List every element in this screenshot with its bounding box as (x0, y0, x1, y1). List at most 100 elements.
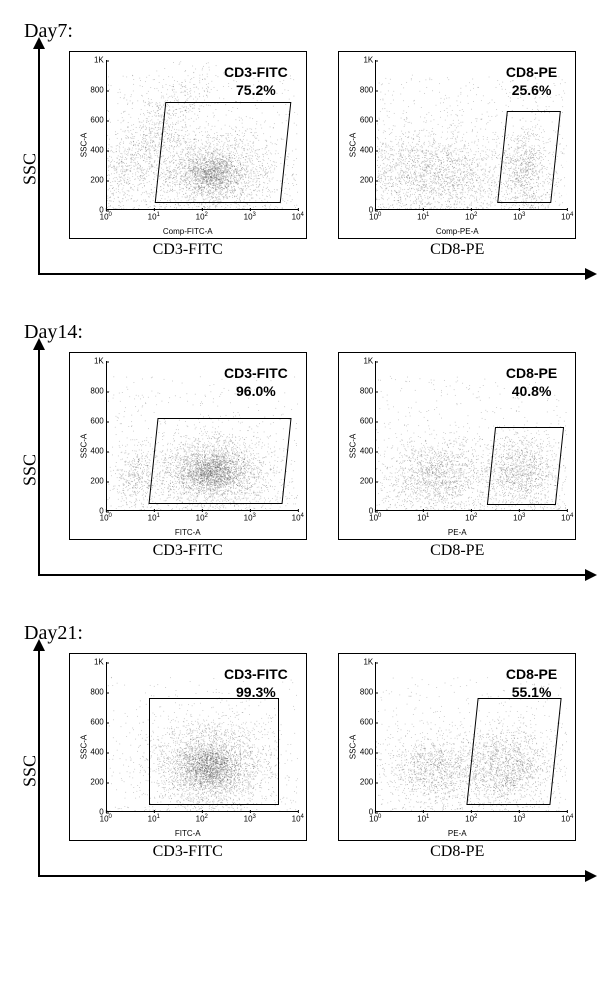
y-tick: 800 (360, 688, 373, 697)
x-tick: 101 (148, 513, 160, 523)
y-tick: 400 (360, 748, 373, 757)
day-label: Day14: (24, 321, 589, 344)
x-ticks: 100101102103104 (375, 210, 567, 222)
outer-x-axis (38, 875, 595, 877)
outer-y-label: SSC (20, 755, 41, 787)
inner-x-label: FITC-A (70, 829, 306, 838)
gate-label: CD3-FITC75.2% (224, 64, 288, 99)
x-tick: 102 (465, 212, 477, 222)
y-tick: 600 (360, 718, 373, 727)
gate-label: CD8-PE40.8% (506, 365, 557, 400)
plots-row: SSC-A02004006008001KCD3-FITC96.0%1001011… (56, 346, 589, 540)
x-tick: 104 (292, 513, 304, 523)
outer-y-label: SSC (20, 153, 41, 185)
plot-area: CD3-FITC96.0% (106, 361, 298, 511)
x-ticks: 100101102103104 (375, 812, 567, 824)
x-tick: 104 (561, 513, 573, 523)
outer-x-label-right: CD8-PE (332, 241, 584, 259)
x-tick: 100 (369, 212, 381, 222)
gate-region (497, 111, 560, 203)
x-tick: 103 (513, 212, 525, 222)
outer-x-label-left: CD3-FITC (62, 843, 314, 861)
gate-label: CD8-PE25.6% (506, 64, 557, 99)
inner-x-label: PE-A (339, 528, 575, 537)
day-row: Day14:SSCSSC-A02004006008001KCD3-FITC96.… (20, 321, 589, 594)
axis-frame: SSCSSC-A02004006008001KCD3-FITC96.0%1001… (20, 346, 589, 594)
x-tick: 100 (369, 814, 381, 824)
outer-x-label-left: CD3-FITC (62, 542, 314, 560)
x-tick: 102 (465, 814, 477, 824)
plot-area: CD8-PE40.8% (375, 361, 567, 511)
flow-plot: SSC-A02004006008001KCD8-PE40.8%100101102… (338, 352, 576, 540)
inner-x-label: FITC-A (70, 528, 306, 537)
inner-x-label: Comp-PE-A (339, 227, 575, 236)
gate-region (466, 698, 561, 805)
plots-row: SSC-A02004006008001KCD3-FITC99.3%1001011… (56, 647, 589, 841)
plot-cell-left: SSC-A02004006008001KCD3-FITC75.2%1001011… (62, 51, 314, 239)
x-tick: 101 (148, 212, 160, 222)
y-ticks: 02004006008001K (339, 361, 375, 511)
gate-label: CD8-PE55.1% (506, 666, 557, 701)
x-ticks: 100101102103104 (106, 812, 298, 824)
x-ticks: 100101102103104 (375, 511, 567, 523)
x-tick: 102 (196, 212, 208, 222)
y-tick: 1K (363, 357, 373, 366)
outer-x-labels: CD3-FITC CD8-PE (56, 239, 589, 259)
x-tick: 103 (513, 513, 525, 523)
outer-y-label: SSC (20, 454, 41, 486)
gate-region (149, 698, 279, 805)
plots-row: SSC-A02004006008001KCD3-FITC75.2%1001011… (56, 45, 589, 239)
plot-cell-right: SSC-A02004006008001KCD8-PE40.8%100101102… (332, 352, 584, 540)
plot-area: CD8-PE55.1% (375, 662, 567, 812)
y-tick: 200 (360, 176, 373, 185)
plot-cell-left: SSC-A02004006008001KCD3-FITC99.3%1001011… (62, 653, 314, 841)
x-tick: 100 (100, 814, 112, 824)
day-label: Day21: (24, 622, 589, 645)
flow-plot: SSC-A02004006008001KCD3-FITC96.0%1001011… (69, 352, 307, 540)
plot-area: CD3-FITC75.2% (106, 60, 298, 210)
plot-cell-right: SSC-A02004006008001KCD8-PE25.6%100101102… (332, 51, 584, 239)
outer-x-labels: CD3-FITC CD8-PE (56, 540, 589, 560)
y-tick: 1K (94, 658, 104, 667)
x-tick: 101 (148, 814, 160, 824)
y-tick: 800 (360, 86, 373, 95)
x-ticks: 100101102103104 (106, 511, 298, 523)
outer-x-label-right: CD8-PE (332, 542, 584, 560)
flow-plot: SSC-A02004006008001KCD8-PE55.1%100101102… (338, 653, 576, 841)
flow-plot: SSC-A02004006008001KCD3-FITC75.2%1001011… (69, 51, 307, 239)
y-tick: 1K (363, 658, 373, 667)
x-tick: 102 (196, 513, 208, 523)
gate-label: CD3-FITC96.0% (224, 365, 288, 400)
outer-x-axis (38, 574, 595, 576)
y-tick: 400 (360, 447, 373, 456)
y-tick: 200 (360, 778, 373, 787)
plot-cell-left: SSC-A02004006008001KCD3-FITC96.0%1001011… (62, 352, 314, 540)
day-row: Day21:SSCSSC-A02004006008001KCD3-FITC99.… (20, 622, 589, 895)
x-tick: 101 (417, 513, 429, 523)
y-tick: 400 (90, 748, 103, 757)
x-tick: 100 (100, 513, 112, 523)
gate-region (148, 418, 291, 504)
x-tick: 103 (513, 814, 525, 824)
y-tick: 400 (90, 447, 103, 456)
x-tick: 103 (244, 814, 256, 824)
y-tick: 1K (363, 56, 373, 65)
plot-cell-right: SSC-A02004006008001KCD8-PE55.1%100101102… (332, 653, 584, 841)
y-tick: 600 (360, 116, 373, 125)
y-tick: 600 (90, 116, 103, 125)
x-tick: 102 (465, 513, 477, 523)
outer-x-label-left: CD3-FITC (62, 241, 314, 259)
y-ticks: 02004006008001K (70, 361, 106, 511)
gate-region (487, 427, 564, 505)
y-tick: 600 (90, 417, 103, 426)
x-tick: 104 (292, 212, 304, 222)
y-tick: 200 (90, 477, 103, 486)
flow-plot: SSC-A02004006008001KCD3-FITC99.3%1001011… (69, 653, 307, 841)
figure-root: Day7:SSCSSC-A02004006008001KCD3-FITC75.2… (20, 20, 589, 895)
x-ticks: 100101102103104 (106, 210, 298, 222)
outer-x-labels: CD3-FITCCD8-PE (56, 841, 589, 861)
y-tick: 200 (360, 477, 373, 486)
axis-frame: SSCSSC-A02004006008001KCD3-FITC99.3%1001… (20, 647, 589, 895)
inner-x-label: PE-A (339, 829, 575, 838)
y-tick: 600 (360, 417, 373, 426)
